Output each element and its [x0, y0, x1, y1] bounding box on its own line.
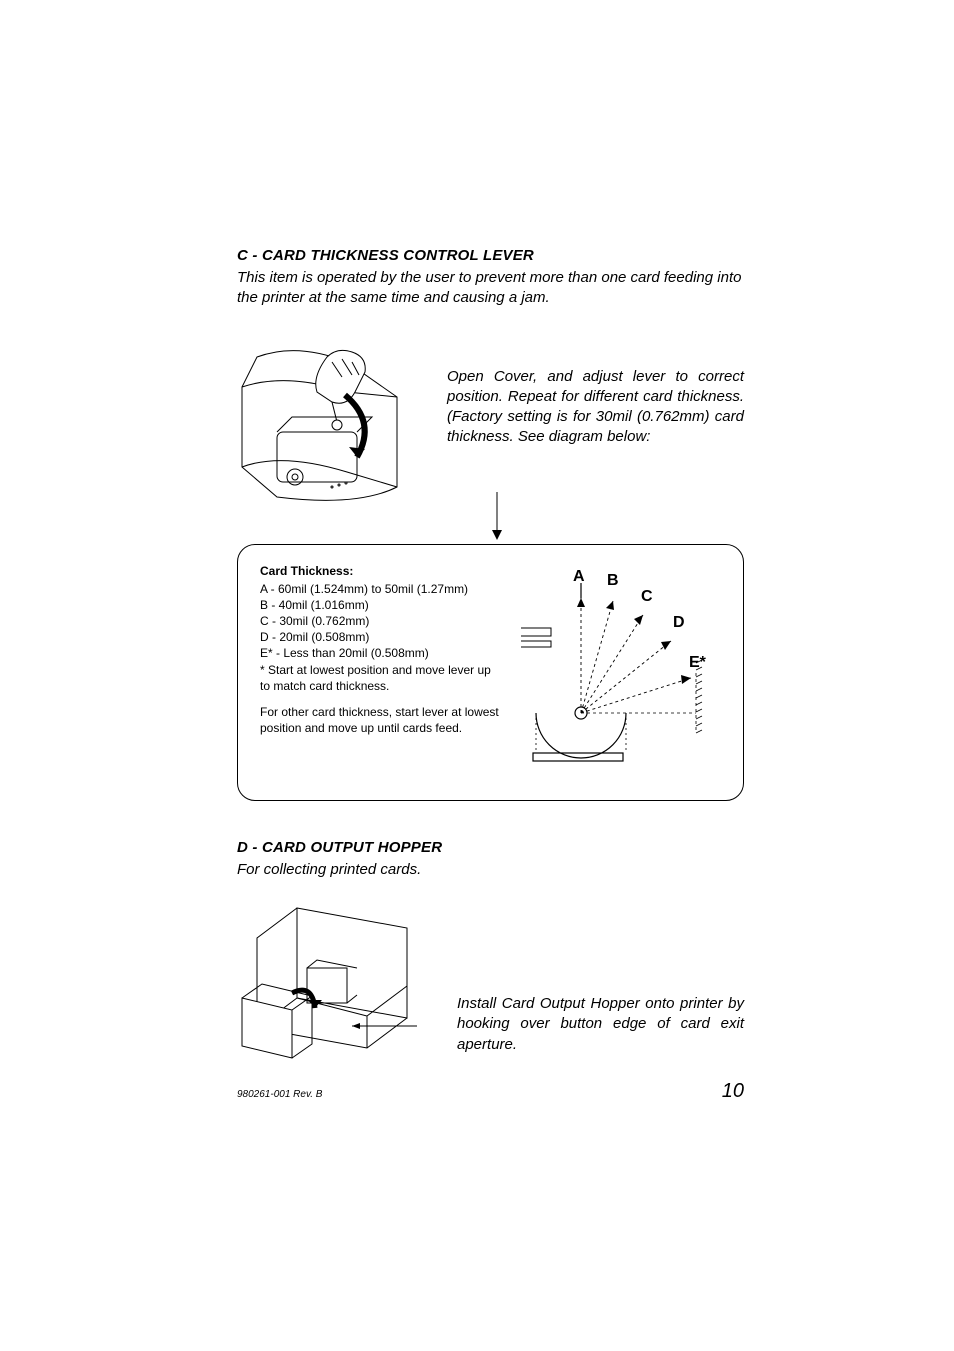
thickness-row-d: D - 20mil (0.508mm): [260, 629, 501, 645]
thickness-diagram-box: Card Thickness: A - 60mil (1.524mm) to 5…: [237, 544, 744, 801]
section-d-heading: D - CARD OUTPUT HOPPER: [237, 839, 744, 856]
dial-label-d: D: [673, 614, 685, 631]
page-number: 10: [722, 1080, 744, 1103]
lever-adjust-illustration: [237, 337, 417, 512]
thickness-row-e: E* - Less than 20mil (0.508mm): [260, 645, 501, 661]
thickness-note1: * Start at lowest position and move leve…: [260, 662, 501, 694]
thickness-note2: For other card thickness, start lever at…: [260, 704, 501, 736]
thickness-heading: Card Thickness:: [260, 563, 501, 579]
lever-adjust-icon: [237, 337, 417, 512]
section-c-intro: This item is operated by the user to pre…: [237, 268, 744, 309]
hopper-instruction-text: Install Card Output Hopper onto printer …: [457, 994, 744, 1063]
section-c-heading: C - CARD THICKNESS CONTROL LEVER: [237, 247, 744, 264]
arrow-to-diagram: [237, 492, 744, 542]
thickness-text-block: Card Thickness: A - 60mil (1.524mm) to 5…: [260, 563, 501, 778]
lever-dial-diagram: A B C D E*: [521, 563, 721, 778]
lever-instruction-text: Open Cover, and adjust lever to correct …: [447, 337, 744, 448]
thickness-row-c: C - 30mil (0.762mm): [260, 613, 501, 629]
figure-row-lever: Open Cover, and adjust lever to correct …: [237, 337, 744, 512]
arrow-down-icon: [237, 492, 744, 542]
dial-label-c: C: [641, 588, 653, 605]
figure-row-hopper: Install Card Output Hopper onto printer …: [237, 898, 744, 1063]
hopper-install-icon: [237, 898, 417, 1063]
page-footer: 980261-001 Rev. B 10: [237, 1080, 744, 1103]
hopper-illustration: [237, 898, 417, 1063]
manual-page: C - CARD THICKNESS CONTROL LEVER This it…: [0, 0, 954, 1351]
dial-label-e: E*: [689, 654, 707, 671]
section-d-intro: For collecting printed cards.: [237, 860, 744, 880]
dial-label-a: A: [573, 568, 585, 585]
thickness-row-b: B - 40mil (1.016mm): [260, 597, 501, 613]
lever-dial-icon: A B C D E*: [521, 563, 721, 773]
thickness-row-a: A - 60mil (1.524mm) to 50mil (1.27mm): [260, 581, 501, 597]
doc-revision: 980261-001 Rev. B: [237, 1089, 322, 1100]
dial-label-b: B: [607, 572, 619, 589]
section-d: D - CARD OUTPUT HOPPER For collecting pr…: [237, 839, 744, 1063]
